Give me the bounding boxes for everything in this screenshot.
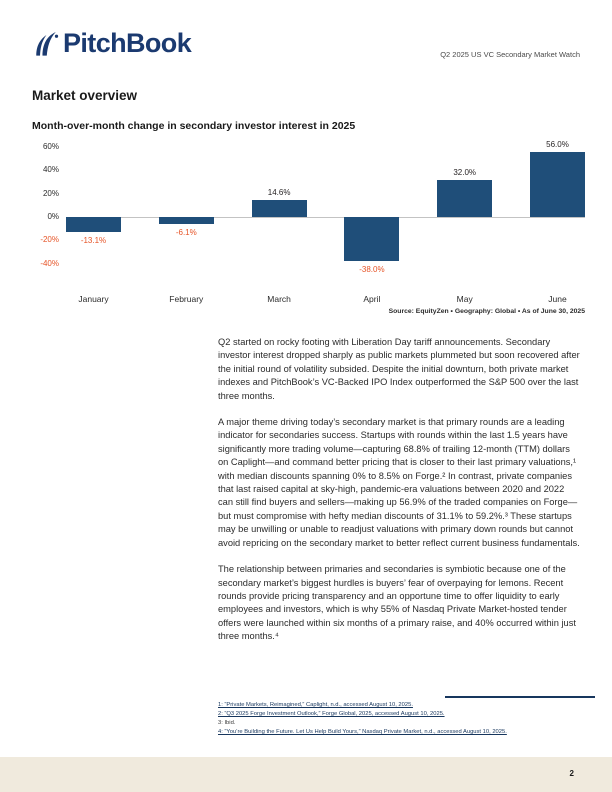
footnote-text: 3: Ibid. (218, 720, 236, 726)
y-axis-tick-label: 40% (42, 165, 59, 175)
paragraph-3: The relationship between primaries and s… (218, 564, 576, 642)
footnote-link[interactable]: 1: “Private Markets, Reimagined,” Caplig… (218, 702, 413, 708)
chart-plot-area: -13.1% -6.1% 14.6% -38.0% 32.0% 56.0% (66, 140, 585, 288)
bar-may (437, 179, 493, 217)
bar-value-label: -38.0% (359, 265, 385, 275)
x-axis-label-april: April (363, 294, 381, 304)
footnotes-section: 1: “Private Markets, Reimagined,” Caplig… (218, 696, 595, 737)
y-axis-tick-label: 60% (42, 141, 59, 151)
footnote-link[interactable]: 4: “You’re Building the Future. Let Us H… (218, 729, 507, 735)
body-text-column: Q2 started on rocky footing with Liberat… (218, 336, 581, 657)
footnote-link[interactable]: 2: “Q3 2025 Forge Investment Outlook,” F… (218, 711, 445, 717)
footnote-divider (445, 696, 595, 698)
paragraph-2: A major theme driving today’s secondary … (218, 417, 580, 548)
x-axis-label-january: January (78, 294, 109, 304)
footnote-list: 1: “Private Markets, Reimagined,” Caplig… (218, 696, 595, 737)
paragraph-1: Q2 started on rocky footing with Liberat… (218, 337, 580, 401)
x-axis-label-may: May (456, 294, 473, 304)
logo-wordmark: PitchBook (63, 28, 192, 58)
chart-y-axis: 60% 40% 20% 0% -20% -40% (32, 140, 59, 288)
pitchbook-quill-icon (32, 29, 60, 59)
bar-january (66, 216, 121, 233)
page-number: 2 (569, 769, 574, 778)
document-title: Q2 2025 US VC Secondary Market Watch (440, 50, 580, 59)
bar-february (158, 216, 214, 224)
x-axis-label-june: June (548, 294, 567, 304)
bar-value-label: 14.6% (267, 187, 291, 197)
x-axis-zero-line (66, 216, 585, 218)
chart-title: Month-over-month change in secondary inv… (32, 120, 356, 132)
bar-april (344, 216, 400, 262)
bar-value-label: -6.1% (175, 228, 197, 238)
bar-value-label: 56.0% (546, 139, 569, 149)
y-axis-tick-label: 0% (47, 211, 59, 221)
x-axis-label-march: March (267, 294, 291, 304)
bar-value-label: 32.0% (453, 167, 477, 177)
bar-chart: 60% 40% 20% 0% -20% -40% -13.1% -6.1% 14.6% -38.… (32, 140, 585, 330)
pitchbook-logo: PitchBook (32, 28, 192, 59)
y-axis-tick-label: -20% (40, 235, 59, 245)
y-axis-tick-label: -40% (40, 258, 59, 268)
bar-june (530, 151, 585, 217)
x-axis-label-february: February (169, 294, 204, 304)
page-footer: 2 (0, 757, 612, 792)
chart-month-labels: January February March April May June (66, 294, 585, 306)
y-axis-tick-label: 20% (42, 188, 59, 198)
bar-march (251, 199, 307, 217)
bar-value-label: -13.1% (80, 236, 107, 246)
section-title: Market overview (32, 88, 138, 103)
chart-source-note: Source: EquityZen • Geography: Global • … (388, 308, 585, 315)
